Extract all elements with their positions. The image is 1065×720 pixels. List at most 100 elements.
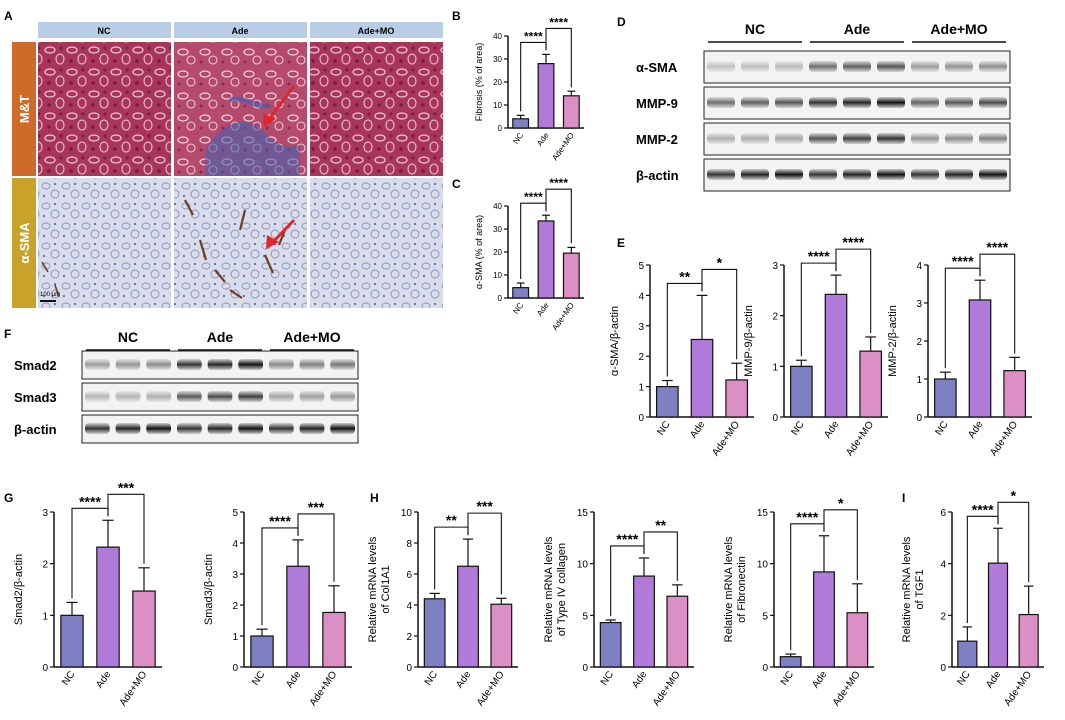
y-tick-label: 1: [42, 611, 48, 622]
panel-letter-H: H: [370, 491, 379, 505]
bar-NC: [655, 386, 679, 418]
blot-group-label: Ade: [207, 329, 234, 345]
x-tick-label: Ade+MO: [550, 131, 576, 162]
blot-band-label: Smad2: [14, 358, 57, 373]
blot-band: [741, 97, 769, 108]
significance-label: *: [838, 495, 844, 511]
y-tick-label: 0: [406, 663, 412, 674]
blot-band: [979, 133, 1007, 144]
bar-Ade+MO: [132, 590, 156, 668]
bar-Ade: [286, 565, 310, 668]
bar-NC: [60, 614, 84, 668]
y-axis-label: Relative mRNA levelsof Fibronectin: [723, 536, 748, 642]
blot-group-label: NC: [118, 329, 138, 345]
x-tick-label: Ade+MO: [988, 419, 1020, 458]
significance-bracket: [835, 248, 872, 333]
chart-E2: 0 1 2 3 MMP-9/β-actin NC Ade Ade+MO **** ****: [743, 234, 888, 458]
significance-label: ****: [972, 501, 994, 517]
x-tick-label: Ade: [454, 669, 473, 690]
y-tick-label: 5: [582, 611, 588, 622]
blot-band: [945, 133, 973, 144]
row-label-mt: M&T: [17, 95, 32, 123]
x-tick-label: Ade: [535, 301, 551, 318]
y-tick-label: 2: [772, 312, 778, 323]
y-axis-label: Smad2/β-actin: [13, 554, 25, 625]
blot-band: [911, 61, 939, 72]
y-tick-label: 2: [42, 560, 48, 571]
blot-band: [911, 169, 939, 180]
column-header-ademo-bg: [310, 22, 443, 38]
y-axis-label: MMP-9/β-actin: [743, 305, 755, 377]
blot-band: [238, 391, 263, 402]
bar-Ade: [968, 299, 992, 418]
blot-group-label: Ade+MO: [930, 21, 987, 37]
blot-band: [707, 97, 735, 108]
x-tick-label: NC: [60, 669, 77, 687]
blot-band: [707, 169, 735, 180]
blot-band: [741, 61, 769, 72]
significance-label: **: [446, 512, 457, 528]
column-header-nc-bg: [38, 22, 171, 38]
blot-band: [299, 359, 325, 370]
bar-NC: [423, 598, 446, 668]
y-tick-label: 10: [493, 101, 502, 110]
x-tick-label: NC: [789, 419, 806, 437]
chart-E3: 0 1 2 3 4 MMP-2/β-actin NC Ade Ade+MO **** ****: [887, 239, 1032, 458]
significance-label: ***: [308, 499, 325, 515]
ihc-brown-staining-nc: [41, 261, 60, 298]
significance-label: ****: [808, 248, 830, 264]
blot-band: [85, 391, 110, 402]
x-tick-label: NC: [655, 419, 672, 437]
y-tick-label: 4: [940, 560, 946, 571]
red-arrow-sma: [266, 218, 296, 249]
x-tick-label: NC: [250, 669, 267, 687]
panel-letter-D: D: [617, 15, 626, 29]
y-tick-label: 6: [940, 508, 946, 519]
y-tick-label: 0: [582, 663, 588, 674]
fibrosis-blue-area: [205, 121, 300, 176]
panel-letter-G: G: [4, 491, 13, 505]
y-tick-label: 30: [493, 225, 502, 234]
bar-Ade+MO: [846, 612, 869, 668]
significance-label: *: [717, 254, 723, 270]
y-axis-label: Smad3/β-actin: [203, 554, 215, 625]
x-tick-label: Ade+MO: [118, 669, 150, 708]
y-axis-label: MMP-2/β-actin: [887, 305, 899, 377]
blot-band: [843, 169, 871, 180]
y-tick-label: 10: [493, 271, 502, 280]
significance-bracket: [545, 27, 572, 88]
chart-B: 0 10 20 30 40 Fibrosis (% of area) NC Ade Ade+MO…: [474, 15, 584, 162]
x-tick-label: Ade: [984, 669, 1003, 690]
row-label-mt-bg: [12, 42, 36, 176]
y-tick-label: 15: [757, 508, 769, 519]
y-tick-label: 20: [493, 78, 502, 87]
y-tick-label: 20: [493, 248, 502, 257]
bar-Ade+MO: [562, 95, 580, 129]
y-tick-label: 3: [916, 299, 922, 310]
panel-letter-A: A: [4, 9, 13, 23]
bar-NC: [512, 287, 530, 299]
row-label-sma-bg: [12, 178, 36, 308]
panel-letter-F: F: [4, 327, 11, 341]
significance-label: ****: [524, 29, 543, 43]
blot-band: [207, 359, 233, 370]
y-axis-label: α-SMA (% of area): [474, 215, 484, 289]
significance-label: ***: [476, 498, 493, 514]
y-tick-label: 4: [406, 601, 412, 612]
x-tick-label: NC: [779, 669, 796, 687]
mt-image-ademo: [310, 42, 443, 176]
blot-band: [85, 359, 110, 370]
x-tick-label: NC: [511, 131, 525, 146]
y-tick-label: 10: [401, 508, 413, 519]
blot-band: [809, 61, 837, 72]
blot-band: [979, 169, 1007, 180]
significance-bracket: [701, 268, 738, 360]
blot-band: [877, 169, 905, 180]
blot-band: [330, 391, 355, 402]
blot-band: [146, 423, 171, 434]
x-tick-label: NC: [423, 669, 440, 687]
significance-label: ****: [796, 509, 818, 525]
y-tick-label: 1: [916, 375, 922, 386]
